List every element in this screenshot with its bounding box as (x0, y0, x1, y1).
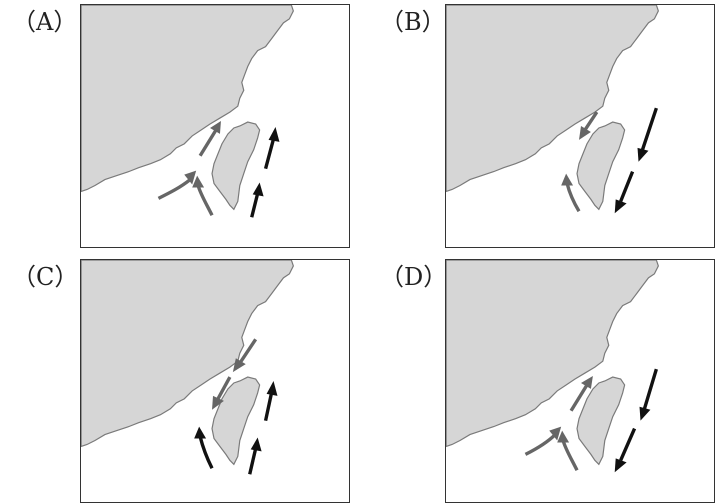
map-panel-b (445, 4, 715, 248)
current-arrow-west-north (196, 185, 214, 217)
current-arrow-head (252, 182, 264, 197)
taiwan-island (576, 376, 626, 466)
current-arrow-head (639, 406, 651, 421)
current-arrow-head (614, 199, 627, 214)
current-arrow-strait (569, 384, 589, 412)
current-arrow-head (637, 147, 649, 162)
current-arrow-west-south (524, 433, 557, 456)
panel-label-b: （B） (380, 8, 446, 36)
mainland-coast (81, 260, 294, 448)
current-arrow-east-south (250, 193, 260, 218)
current-arrow-head (561, 173, 574, 186)
current-arrow-head (210, 121, 221, 134)
current-arrow-head (232, 358, 246, 373)
current-arrow-strait (198, 129, 218, 157)
panel-label-c: （C） (12, 263, 79, 291)
current-arrow-strait-south (238, 338, 258, 365)
mainland-coast (81, 5, 294, 193)
current-arrow-head (549, 426, 562, 441)
map-b-svg (446, 5, 659, 214)
current-arrow-head (268, 126, 280, 142)
current-arrow-east-north (263, 392, 274, 422)
currents-a (157, 121, 280, 218)
map-panel-a (80, 4, 350, 248)
map-d-svg (446, 260, 659, 473)
mainland-coast (446, 5, 659, 193)
currents-b (561, 107, 658, 214)
current-arrow-head (580, 376, 593, 389)
map-c-svg (81, 260, 294, 475)
current-arrow-head (194, 426, 207, 439)
taiwan-island (576, 121, 626, 211)
current-arrow-head (557, 430, 570, 443)
current-arrow-east-south (619, 427, 637, 462)
current-arrow-east-north (263, 138, 276, 170)
map-panel-d (445, 259, 715, 503)
current-arrow-west-north (565, 183, 581, 213)
taiwan-island (211, 376, 261, 466)
currents-d (524, 368, 658, 473)
current-arrow-head (192, 175, 205, 188)
current-arrow-head (579, 126, 591, 140)
current-arrow-head (184, 170, 197, 185)
current-arrow-west-south (157, 178, 192, 200)
taiwan-island (211, 121, 261, 211)
current-arrow-west-north (561, 440, 579, 472)
current-arrow-west-north (198, 436, 214, 470)
current-arrow-east-north (640, 107, 658, 151)
panel-label-a: （A） (12, 8, 78, 36)
current-arrow-east-south (619, 170, 635, 203)
mainland-coast (446, 260, 659, 448)
currents-c (194, 338, 278, 475)
current-arrow-head (266, 381, 278, 396)
map-a-svg (81, 5, 294, 218)
map-panel-c (80, 259, 350, 503)
current-arrow-head (614, 458, 627, 473)
current-arrow-head (212, 395, 224, 410)
current-arrow-strait-south (583, 111, 599, 131)
current-arrow-west-south (216, 376, 232, 400)
panel-label-d: （D） (380, 263, 448, 291)
current-arrow-head (250, 437, 262, 452)
current-arrow-east-north (642, 368, 658, 410)
current-arrow-east-south (248, 448, 258, 475)
